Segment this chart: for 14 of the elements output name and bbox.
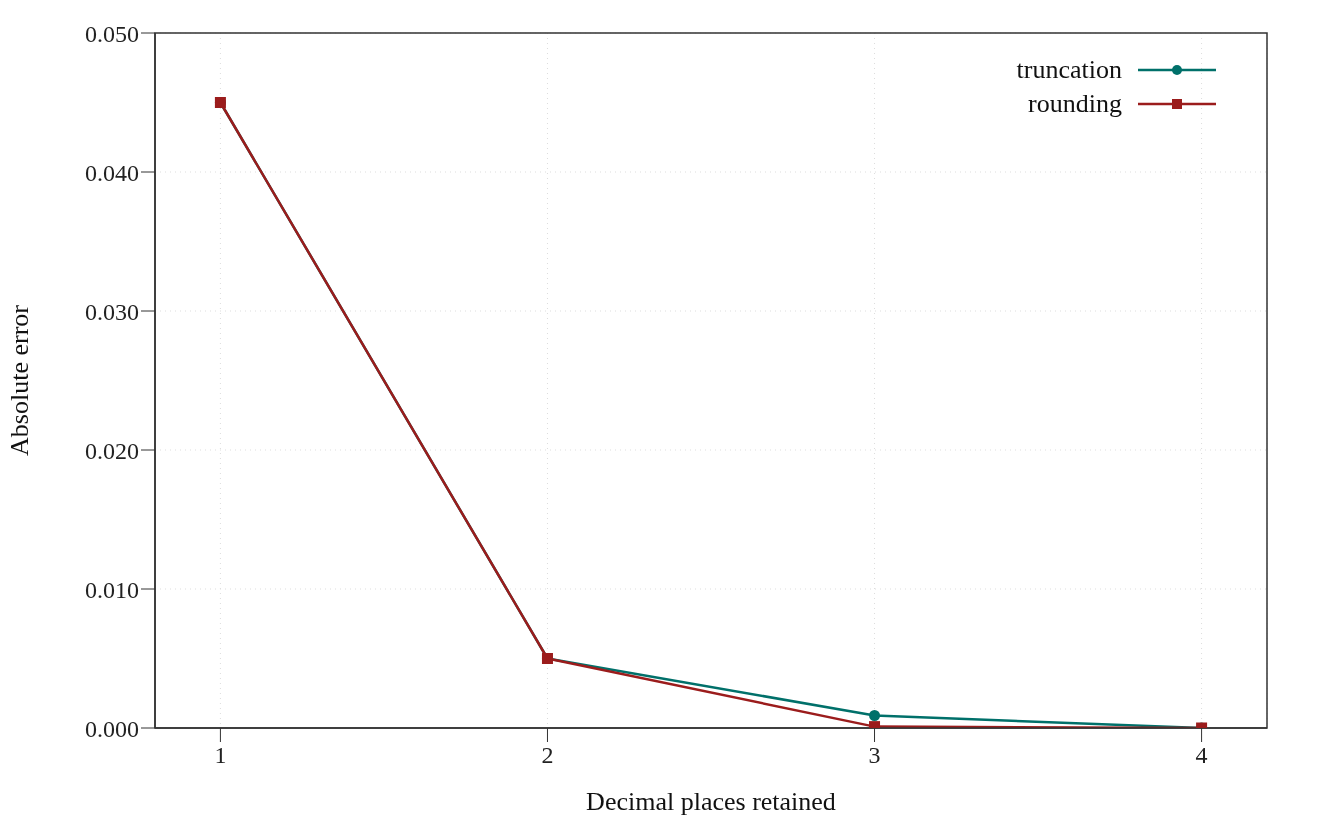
x-axis-title: Decimal places retained [586, 787, 836, 816]
y-tick-label: 0.000 [85, 715, 139, 742]
y-tick-label: 0.050 [85, 20, 139, 47]
x-tick-label: 4 [1195, 742, 1208, 769]
y-tick-label: 0.030 [85, 298, 139, 325]
y-axis-title: Absolute error [5, 304, 35, 456]
y-tick-label: 0.010 [85, 576, 139, 603]
legend-label: truncation [1016, 55, 1122, 85]
x-tick-label: 2 [541, 742, 554, 769]
y-tick-label: 0.020 [85, 437, 139, 464]
x-tick-label: 1 [214, 742, 227, 769]
y-tick-label: 0.040 [85, 159, 139, 186]
x-tick-label: 3 [868, 742, 881, 769]
legend-label: rounding [1028, 89, 1122, 119]
